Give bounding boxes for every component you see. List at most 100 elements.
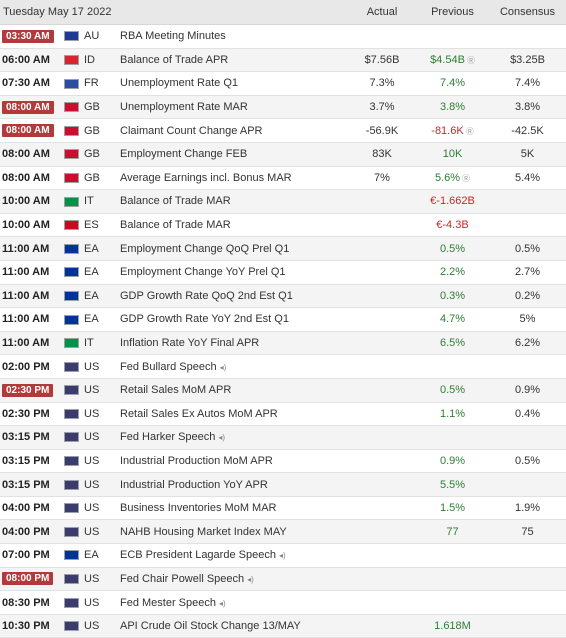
calendar-row[interactable]: 06:00 AM ID Balance of Trade APR $7.56B $4.5… <box>0 48 566 73</box>
event-name-link[interactable]: Claimant Count Change APR <box>120 124 263 137</box>
event-name-link[interactable]: Employment Change YoY Prel Q1 <box>120 266 286 279</box>
event-cell[interactable]: Employment Change QoQ Prel Q1 <box>120 236 348 261</box>
event-name-link[interactable]: Balance of Trade MAR <box>120 195 231 208</box>
calendar-row[interactable]: 11:00 AM EA Employment Change YoY Prel Q1 2… <box>0 260 566 285</box>
event-cell[interactable]: Unemployment Rate MAR <box>120 95 348 120</box>
country-flag-icon <box>63 432 79 443</box>
event-cell[interactable]: GDP Growth Rate YoY 2nd Est Q1 <box>120 307 348 332</box>
event-cell[interactable]: Fed Bullard Speech ◂) <box>120 354 348 379</box>
event-name-link[interactable]: Balance of Trade APR <box>120 53 229 66</box>
event-name-link[interactable]: Average Earnings incl. Bonus MAR <box>120 171 292 184</box>
calendar-row[interactable]: 10:30 PM US API Crude Oil Stock Change 13/… <box>0 614 566 638</box>
calendar-row[interactable]: 03:30 AM AU RBA Meeting Minutes <box>0 24 566 49</box>
event-cell[interactable]: RBA Meeting Minutes <box>120 24 348 49</box>
consensus-value: 0.2% <box>489 284 566 309</box>
calendar-row[interactable]: 07:00 PM EA ECB President Lagarde Speech ◂) <box>0 543 566 568</box>
event-time-cell: 08:00 AM <box>0 118 60 143</box>
event-name-link[interactable]: Balance of Trade MAR <box>120 219 231 232</box>
event-cell[interactable]: Employment Change YoY Prel Q1 <box>120 260 348 285</box>
event-time-cell: 07:00 PM <box>0 543 60 568</box>
event-name-link[interactable]: RBA Meeting Minutes <box>120 30 226 43</box>
calendar-row[interactable]: 11:00 AM EA Employment Change QoQ Prel Q1 0… <box>0 236 566 261</box>
calendar-row[interactable]: 08:00 AM GB Employment Change FEB 83K 10K 5K <box>0 142 566 167</box>
event-name-link[interactable]: Employment Change QoQ Prel Q1 <box>120 242 290 255</box>
previous-value-cell: 1.618M <box>416 614 489 638</box>
calendar-row[interactable]: 04:00 PM US Business Inventories MoM MAR 1.… <box>0 496 566 521</box>
revised-icon[interactable]: Ⓡ <box>465 126 474 136</box>
event-name-link[interactable]: Unemployment Rate Q1 <box>120 77 238 90</box>
event-name-link[interactable]: Fed Mester Speech <box>120 596 216 609</box>
calendar-row[interactable]: 03:15 PM US Fed Harker Speech ◂) <box>0 425 566 450</box>
calendar-row[interactable]: 11:00 AM EA GDP Growth Rate YoY 2nd Est Q1… <box>0 307 566 332</box>
event-cell[interactable]: Average Earnings incl. Bonus MAR <box>120 166 348 191</box>
consensus-value <box>489 189 566 214</box>
event-cell[interactable]: Balance of Trade APR <box>120 48 348 73</box>
event-cell[interactable]: Claimant Count Change APR <box>120 118 348 143</box>
event-name-link[interactable]: Retail Sales MoM APR <box>120 384 232 397</box>
event-name-link[interactable]: Employment Change FEB <box>120 148 248 161</box>
event-name-link[interactable]: Industrial Production YoY APR <box>120 478 268 491</box>
calendar-row[interactable]: 10:00 AM ES Balance of Trade MAR €-4.3B <box>0 213 566 238</box>
event-cell[interactable]: Industrial Production MoM APR <box>120 449 348 474</box>
event-name-link[interactable]: API Crude Oil Stock Change 13/MAY <box>120 620 301 633</box>
event-name-link[interactable]: Inflation Rate YoY Final APR <box>120 337 260 350</box>
calendar-row[interactable]: 03:15 PM US Industrial Production YoY APR 5… <box>0 472 566 497</box>
calendar-row[interactable]: 03:15 PM US Industrial Production MoM APR 0… <box>0 449 566 474</box>
event-cell[interactable]: Fed Chair Powell Speech ◂) <box>120 567 348 592</box>
calendar-row[interactable]: 11:00 AM IT Inflation Rate YoY Final APR 6.… <box>0 331 566 356</box>
event-name-link[interactable]: GDP Growth Rate YoY 2nd Est Q1 <box>120 313 289 326</box>
previous-value-cell: 77 <box>416 519 489 545</box>
country-flag-cell <box>60 95 82 120</box>
event-cell[interactable]: API Crude Oil Stock Change 13/MAY <box>120 614 348 638</box>
event-cell[interactable]: GDP Growth Rate QoQ 2nd Est Q1 <box>120 284 348 309</box>
event-name-link[interactable]: Fed Bullard Speech <box>120 360 217 373</box>
event-cell[interactable]: Balance of Trade MAR <box>120 213 348 238</box>
calendar-row[interactable]: 08:00 PM US Fed Chair Powell Speech ◂) <box>0 567 566 592</box>
event-name-link[interactable]: Fed Chair Powell Speech <box>120 572 245 585</box>
event-cell[interactable]: NAHB Housing Market Index MAY <box>120 519 348 545</box>
event-name-link[interactable]: Business Inventories MoM MAR <box>120 502 277 515</box>
calendar-row[interactable]: 08:30 PM US Fed Mester Speech ◂) <box>0 590 566 615</box>
country-flag-icon <box>63 526 79 537</box>
previous-value-cell: 4.7% <box>416 307 489 332</box>
event-name-link[interactable]: Industrial Production MoM APR <box>120 454 273 467</box>
event-name-link[interactable]: ECB President Lagarde Speech <box>120 549 276 562</box>
calendar-row[interactable]: 08:00 AM GB Unemployment Rate MAR 3.7% 3.8% 3… <box>0 95 566 120</box>
country-flag-cell <box>60 378 82 403</box>
event-name-link[interactable]: Fed Harker Speech <box>120 431 216 444</box>
revised-icon[interactable]: Ⓡ <box>466 55 475 65</box>
event-name-link[interactable]: Unemployment Rate MAR <box>120 101 248 114</box>
calendar-row[interactable]: 02:30 PM US Retail Sales Ex Autos MoM APR 1… <box>0 402 566 427</box>
event-cell[interactable]: Business Inventories MoM MAR <box>120 496 348 521</box>
calendar-row[interactable]: 02:30 PM US Retail Sales MoM APR 0.5% 0.9% <box>0 378 566 403</box>
consensus-value: 0.4% <box>489 402 566 427</box>
event-time: 11:00 AM <box>2 289 50 302</box>
calendar-row[interactable]: 07:30 AM FR Unemployment Rate Q1 7.3% 7.4% 7.… <box>0 71 566 96</box>
event-cell[interactable]: Fed Harker Speech ◂) <box>120 425 348 450</box>
previous-column-header[interactable]: Previous <box>416 0 489 25</box>
event-name-link[interactable]: GDP Growth Rate QoQ 2nd Est Q1 <box>120 289 293 302</box>
event-cell[interactable]: ECB President Lagarde Speech ◂) <box>120 543 348 568</box>
event-name-link[interactable]: Retail Sales Ex Autos MoM APR <box>120 407 278 420</box>
country-code: US <box>82 614 120 638</box>
calendar-row[interactable]: 02:00 PM US Fed Bullard Speech ◂) <box>0 354 566 379</box>
event-cell[interactable]: Retail Sales Ex Autos MoM APR <box>120 402 348 427</box>
previous-value: 5.6% <box>434 171 461 184</box>
revised-icon[interactable]: Ⓡ <box>462 173 471 183</box>
country-flag-cell <box>60 519 82 545</box>
event-cell[interactable]: Inflation Rate YoY Final APR <box>120 331 348 356</box>
actual-column-header[interactable]: Actual <box>348 0 416 25</box>
event-cell[interactable]: Balance of Trade MAR <box>120 189 348 214</box>
event-cell[interactable]: Unemployment Rate Q1 <box>120 71 348 96</box>
event-cell[interactable]: Industrial Production YoY APR <box>120 472 348 497</box>
event-cell[interactable]: Fed Mester Speech ◂) <box>120 590 348 615</box>
calendar-row[interactable]: 10:00 AM IT Balance of Trade MAR €-1.662B <box>0 189 566 214</box>
calendar-row[interactable]: 08:00 AM GB Average Earnings incl. Bonus M… <box>0 166 566 191</box>
event-name-link[interactable]: NAHB Housing Market Index MAY <box>120 525 287 538</box>
calendar-row[interactable]: 04:00 PM US NAHB Housing Market Index MAY 7… <box>0 519 566 545</box>
calendar-row[interactable]: 11:00 AM EA GDP Growth Rate QoQ 2nd Est Q1… <box>0 284 566 309</box>
consensus-column-header[interactable]: Consensus <box>489 0 566 25</box>
event-cell[interactable]: Employment Change FEB <box>120 142 348 167</box>
event-cell[interactable]: Retail Sales MoM APR <box>120 378 348 403</box>
calendar-row[interactable]: 08:00 AM GB Claimant Count Change APR -56.9… <box>0 118 566 143</box>
